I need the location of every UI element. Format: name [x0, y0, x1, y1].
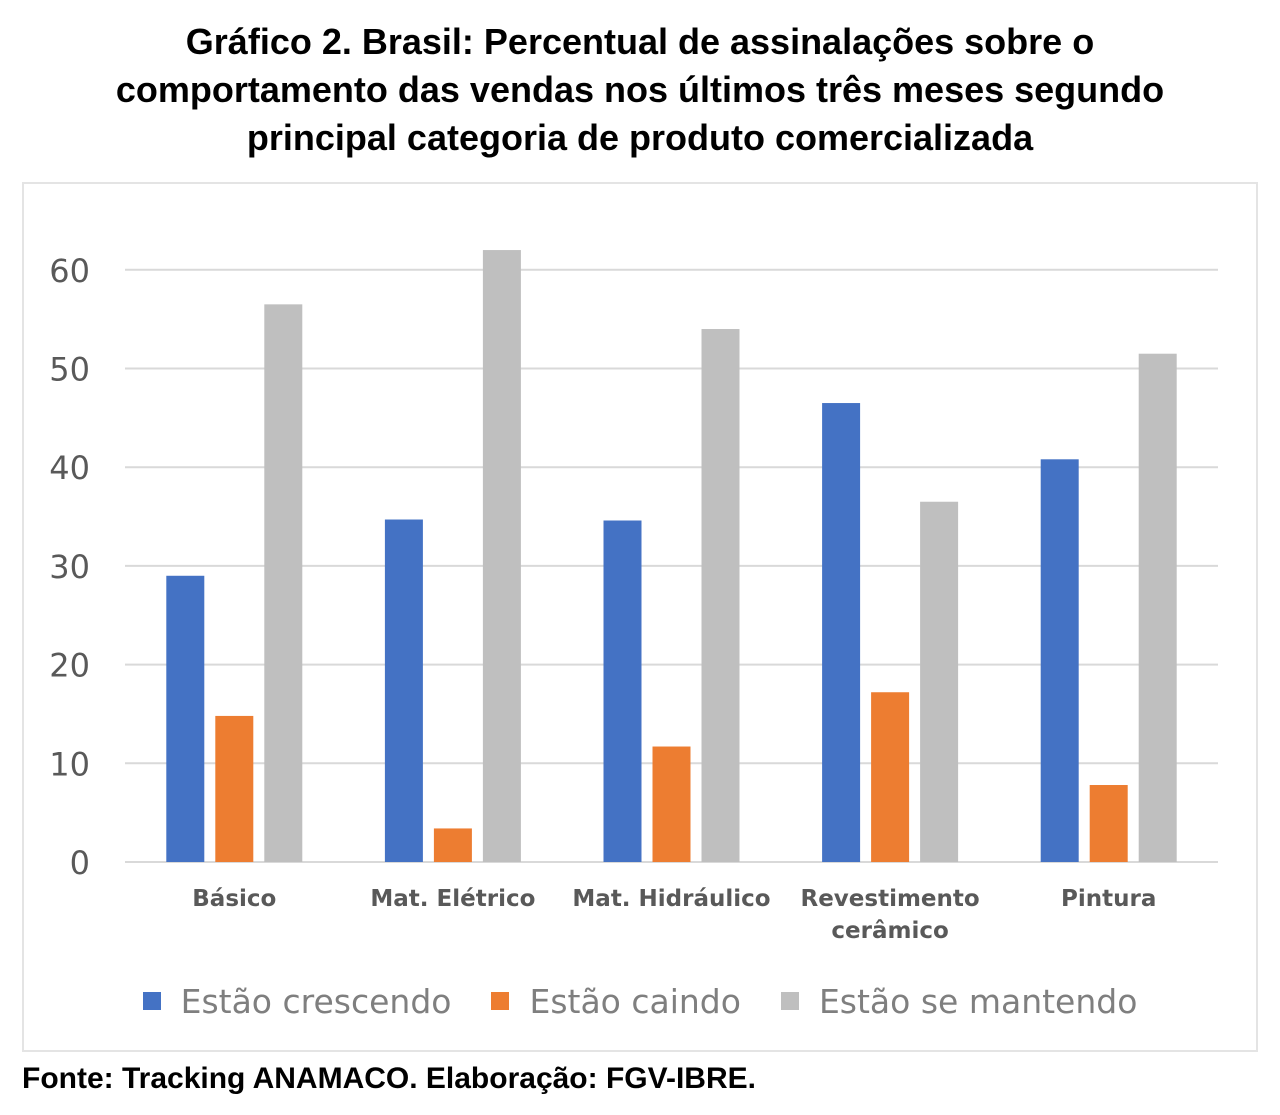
y-tick-label: 20: [49, 647, 90, 685]
source-note: Fonte: Tracking ANAMACO. Elaboração: FGV…: [22, 1062, 756, 1095]
legend-label: Estão crescendo: [180, 981, 452, 1021]
bar: [1138, 353, 1177, 862]
title-line-2: comportamento das vendas nos últimos trê…: [115, 69, 1165, 110]
chart-title: Gráfico 2. Brasil: Percentual de assinal…: [0, 18, 1280, 162]
bar: [1040, 459, 1079, 862]
x-tick-label: Revestimento: [800, 886, 979, 912]
title-line-3: principal categoria de produto comercial…: [246, 117, 1034, 158]
y-tick-label: 30: [49, 548, 90, 586]
bar: [264, 304, 303, 863]
bar: [603, 520, 642, 862]
bar: [482, 250, 521, 862]
legend-label: Estão se mantendo: [818, 981, 1138, 1021]
legend-swatch: [491, 992, 510, 1010]
bar: [871, 692, 910, 862]
bar: [822, 403, 861, 862]
bar: [384, 519, 423, 862]
bar: [701, 329, 740, 862]
x-tick-label: Básico: [192, 886, 276, 912]
x-tick-label: cerâmico: [831, 918, 948, 944]
y-tick-label: 40: [49, 449, 90, 487]
x-tick-label: Mat. Elétrico: [370, 886, 535, 912]
bar: [652, 746, 691, 862]
legend: Estão crescendo Estão caindo Estão se mant…: [0, 976, 1280, 1026]
legend-item: Estão caindo: [491, 981, 741, 1021]
legend-swatch: [780, 992, 799, 1010]
bar: [215, 715, 254, 862]
y-tick-label: 10: [49, 745, 90, 783]
x-tick-label: Mat. Hidráulico: [572, 886, 770, 912]
gridlines: [125, 268, 1218, 863]
x-tick-label: Pintura: [1061, 886, 1156, 912]
y-axis: 0 10 20 30 40 50 60: [49, 252, 90, 882]
y-tick-label: 50: [49, 351, 90, 389]
legend-item: Estão se mantendo: [780, 981, 1138, 1021]
legend-swatch: [142, 992, 161, 1010]
bar: [433, 828, 472, 862]
bar: [1089, 785, 1128, 862]
y-tick-label: 0: [70, 844, 90, 882]
title-line-1: Gráfico 2. Brasil: Percentual de assinal…: [185, 21, 1095, 62]
chart-frame: [22, 182, 1258, 1052]
y-tick-label: 60: [49, 252, 90, 290]
x-axis: Básico Mat. Elétrico Mat. Hidráulico Revest…: [192, 886, 1156, 944]
legend-item: Estão crescendo: [142, 981, 452, 1021]
bar: [920, 501, 959, 862]
legend-label: Estão caindo: [529, 981, 741, 1021]
bar: [166, 575, 205, 862]
bars: [166, 250, 1177, 863]
